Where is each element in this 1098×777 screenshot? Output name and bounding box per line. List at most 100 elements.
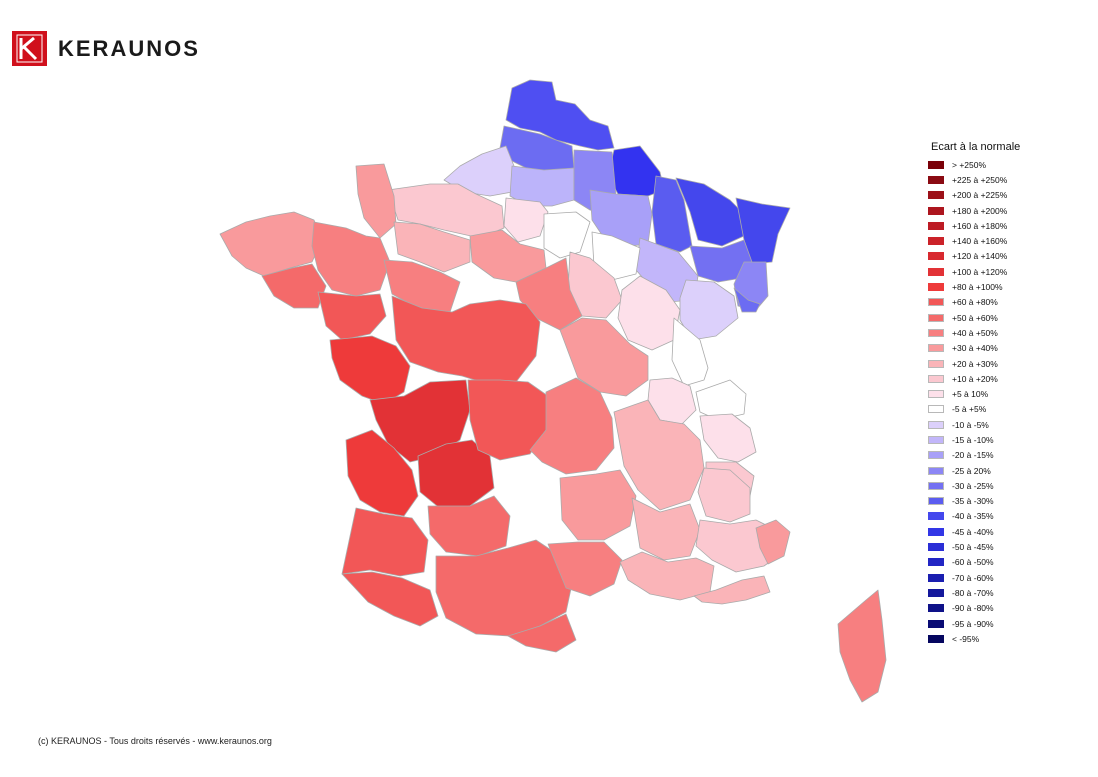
legend-swatch — [928, 221, 944, 230]
region-landes — [341, 507, 429, 577]
legend-swatch — [928, 512, 944, 521]
legend-label: +10 à +20% — [952, 373, 998, 384]
legend-label: +30 à +40% — [952, 343, 998, 354]
legend-label: -90 à -80% — [952, 603, 994, 614]
region-haut-rhin — [733, 287, 761, 313]
region-calvados-orne — [393, 221, 471, 273]
legend-item: -30 à -25% — [928, 478, 1020, 493]
region-alpes-maritimes — [755, 519, 791, 565]
legend-label: -45 à -40% — [952, 526, 994, 537]
legend-label: -95 à -90% — [952, 618, 994, 629]
legend-label: -25 à 20% — [952, 465, 991, 476]
legend-label: > +250% — [952, 159, 987, 170]
legend-label: +140 à +160% — [952, 236, 1008, 247]
region-meuse — [651, 175, 693, 253]
region-oise — [503, 197, 549, 243]
legend-item: +120 à +140% — [928, 249, 1020, 264]
legend-label: -70 à -60% — [952, 572, 994, 583]
legend-label: +5 à 10% — [952, 389, 989, 400]
copyright-footer: (c) KERAUNOS - Tous droits réservés - ww… — [38, 736, 272, 746]
legend-item: -15 à -10% — [928, 432, 1020, 447]
legend-item: -20 à -15% — [928, 448, 1020, 463]
keraunos-logo-icon — [12, 31, 47, 66]
region-charente — [369, 379, 471, 463]
legend-swatch — [928, 344, 944, 353]
legend-label: -35 à -30% — [952, 496, 994, 507]
legend-item: +180 à +200% — [928, 203, 1020, 218]
legend-swatch — [928, 466, 944, 475]
legend-items: > +250% +225 à +250% +200 à +225% +180 à +2… — [928, 157, 1020, 647]
legend-swatch — [928, 497, 944, 506]
legend-label: +225 à +250% — [952, 174, 1008, 185]
legend-label: +160 à +180% — [952, 220, 1008, 231]
legend-label: -20 à -15% — [952, 450, 994, 461]
region-sarthe — [383, 259, 461, 313]
brand-header: KERAUNOS — [12, 31, 200, 66]
legend-swatch — [928, 328, 944, 337]
legend-swatch — [928, 175, 944, 184]
legend-swatch — [928, 634, 944, 643]
legend-swatch — [928, 267, 944, 276]
legend-item: +225 à +250% — [928, 172, 1020, 187]
legend-swatch — [928, 206, 944, 215]
legend-label: -10 à -5% — [952, 419, 989, 430]
legend-item: +80 à +100% — [928, 279, 1020, 294]
legend-label: -80 à -70% — [952, 587, 994, 598]
region-bretagne-est — [311, 221, 391, 297]
legend-swatch — [928, 160, 944, 169]
region-provence — [619, 551, 715, 601]
region-aude — [507, 613, 577, 653]
region-gironde — [345, 429, 419, 517]
legend-swatch — [928, 283, 944, 292]
region-haute-saone — [679, 279, 739, 341]
legend-item: > +250% — [928, 157, 1020, 172]
legend-swatch — [928, 420, 944, 429]
legend-swatch — [928, 252, 944, 261]
legend-swatch — [928, 191, 944, 200]
region-lot-et-garonne — [427, 495, 511, 557]
region-ain — [695, 379, 747, 421]
legend-item: +200 à +225% — [928, 188, 1020, 203]
legend-label: -50 à -45% — [952, 542, 994, 553]
legend-swatch — [928, 405, 944, 414]
legend-item: -40 à -35% — [928, 509, 1020, 524]
region-loire-atlantique — [317, 291, 387, 341]
region-lozere-gard — [559, 469, 637, 541]
legend-swatch — [928, 359, 944, 368]
legend-item: -45 à -40% — [928, 524, 1020, 539]
legend-item: -10 à -5% — [928, 417, 1020, 432]
region-dordogne — [417, 439, 495, 511]
legend-swatch — [928, 313, 944, 322]
legend-item: +20 à +30% — [928, 356, 1020, 371]
legend-item: +50 à +60% — [928, 310, 1020, 325]
legend-item: < -95% — [928, 631, 1020, 646]
legend-label: < -95% — [952, 633, 980, 644]
legend-swatch — [928, 298, 944, 307]
legend-label: +200 à +225% — [952, 190, 1008, 201]
region-var — [693, 575, 771, 605]
legend-label: +120 à +140% — [952, 251, 1008, 262]
legend-item: -80 à -70% — [928, 585, 1020, 600]
legend-swatch — [928, 451, 944, 460]
legend-item: +60 à +80% — [928, 295, 1020, 310]
region-doubs — [671, 317, 709, 387]
legend-label: -30 à -25% — [952, 480, 994, 491]
legend-item: +100 à +120% — [928, 264, 1020, 279]
legend-swatch — [928, 558, 944, 567]
region-centre — [391, 295, 541, 385]
legend-label: +50 à +60% — [952, 312, 998, 323]
brand-name: KERAUNOS — [58, 35, 200, 61]
legend-label: -40 à -35% — [952, 511, 994, 522]
region-manche — [355, 163, 397, 239]
region-haute-savoie — [699, 413, 757, 463]
legend-swatch — [928, 573, 944, 582]
region-pyrenees-atlantiques — [341, 571, 439, 627]
legend-title: Ecart à la normale — [931, 141, 1021, 153]
legend-label: +180 à +200% — [952, 205, 1008, 216]
legend-label: +80 à +100% — [952, 282, 1003, 293]
legend-swatch — [928, 237, 944, 246]
region-herault — [547, 541, 623, 597]
legend-swatch — [928, 374, 944, 383]
region-nord — [505, 79, 615, 151]
